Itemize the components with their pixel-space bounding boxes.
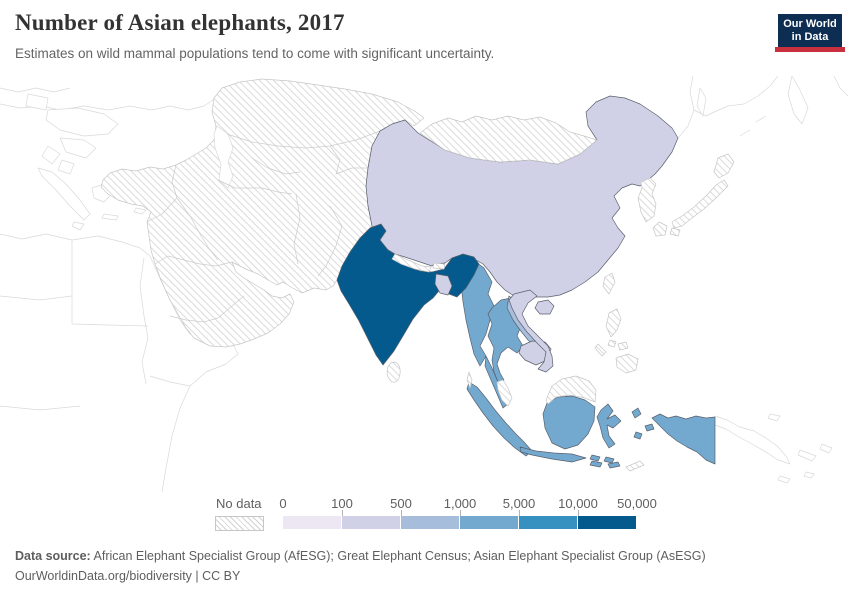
legend-segment[interactable] (283, 516, 342, 529)
background-countries (0, 76, 849, 492)
legend-colorbar[interactable] (283, 516, 637, 529)
country-indonesia-papua[interactable] (651, 413, 716, 465)
country-taiwan (602, 272, 616, 295)
map-legend: No data 0 100 500 1,000 5,000 10,000 50,000 (0, 492, 850, 534)
owid-logo-red-bar (775, 47, 845, 52)
footer-license-line[interactable]: OurWorldinData.org/biodiversity | CC BY (15, 569, 241, 583)
legend-segment[interactable] (519, 516, 578, 529)
no-data-swatch[interactable] (215, 516, 264, 531)
owid-logo-line1: Our World (783, 17, 837, 30)
page-subtitle: Estimates on wild mammal populations ten… (15, 46, 495, 61)
country-korea (637, 177, 657, 223)
country-japan (652, 153, 735, 237)
country-philippines (594, 308, 639, 374)
legend-tick-label: 0 (279, 496, 287, 511)
country-china-hainan[interactable] (534, 299, 555, 315)
legend-tick-mark (519, 510, 520, 516)
country-vietnam[interactable] (508, 289, 554, 373)
country-indonesia-kalimantan[interactable] (542, 395, 596, 450)
legend-tick-label: 1,000 (443, 496, 477, 511)
country-mongolia (419, 115, 598, 165)
country-malaysia-peninsula (496, 379, 513, 407)
legend-tick-label: 5,000 (502, 496, 536, 511)
country-sri-lanka (386, 361, 401, 383)
no-data-region-west-asia[interactable] (100, 78, 425, 348)
legend-tick-mark (460, 510, 461, 516)
legend-tick-mark (342, 510, 343, 516)
legend-segment[interactable] (401, 516, 460, 529)
footer: Data source: African Elephant Specialist… (15, 546, 706, 586)
country-india[interactable] (336, 223, 480, 366)
footer-source-line: Data source: African Elephant Specialist… (15, 546, 706, 566)
legend-tick-mark (578, 510, 579, 516)
no-data-label: No data (216, 496, 262, 511)
legend-tick-label: 50,000 (617, 496, 657, 511)
legend-tick-mark (401, 510, 402, 516)
country-indonesia-java[interactable] (519, 446, 615, 464)
legend-segment[interactable] (460, 516, 519, 529)
country-malaysia-borneo (545, 375, 597, 405)
owid-logo-line2: in Data (791, 30, 829, 43)
country-indonesia-sulawesi[interactable] (596, 403, 622, 449)
legend-tick-label: 500 (390, 496, 412, 511)
andaman-islands (466, 371, 473, 389)
country-indonesia-moluccas[interactable] (589, 407, 655, 469)
legend-segment[interactable] (578, 516, 637, 529)
no-data-countries[interactable] (386, 115, 735, 472)
country-nepal (391, 253, 432, 273)
country-timor-leste (625, 460, 645, 472)
data-source-text: African Elephant Specialist Group (AfESG… (90, 549, 706, 563)
country-bangladesh[interactable] (434, 273, 453, 296)
legend-segment[interactable] (342, 516, 401, 529)
map-canvas[interactable] (0, 76, 850, 492)
colored-countries (336, 95, 716, 469)
page-title: Number of Asian elephants, 2017 (15, 10, 345, 35)
owid-logo[interactable]: Our World in Data (778, 14, 842, 47)
legend-tick-label: 10,000 (558, 496, 598, 511)
data-source-label: Data source: (15, 549, 91, 563)
country-bhutan (432, 262, 446, 270)
legend-tick-label: 100 (331, 496, 353, 511)
